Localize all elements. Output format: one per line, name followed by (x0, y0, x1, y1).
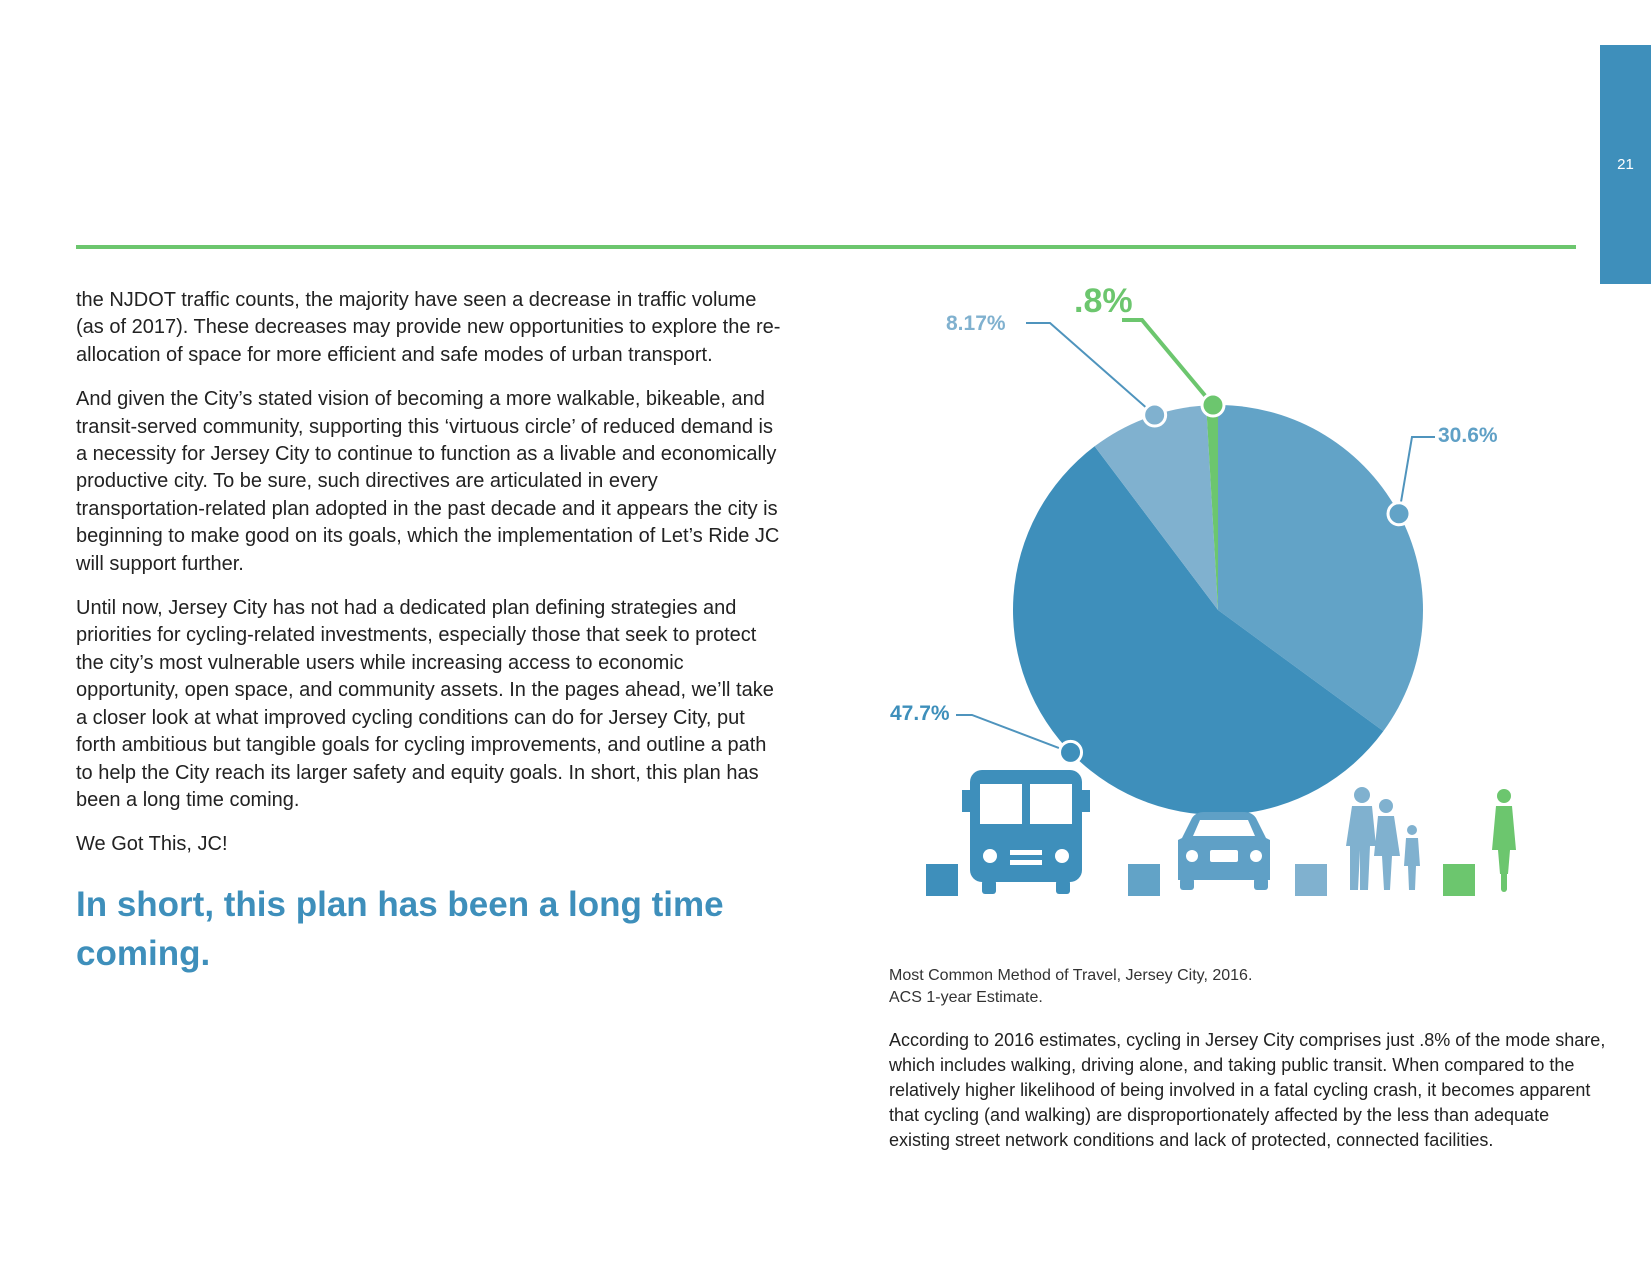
legend-swatch (926, 864, 958, 896)
caption-line: Most Common Method of Travel, Jersey Cit… (889, 967, 1253, 984)
leader-marker (1200, 392, 1226, 418)
pie-slice (1094, 405, 1218, 610)
leader-line (956, 714, 1071, 754)
paragraph: Until now, Jersey City has not had a ded… (76, 597, 774, 811)
page-tab (1600, 45, 1651, 284)
slice-label: 8.17% (946, 312, 1006, 335)
leader-marker (1386, 501, 1412, 527)
caption-line: ACS 1-year Estimate. (889, 989, 1043, 1006)
slice-label: 47.7% (890, 702, 950, 725)
bus-icon (962, 770, 1090, 894)
chart-note: According to 2016 estimates, cycling in … (889, 1030, 1606, 1150)
legend-swatch (1128, 864, 1160, 896)
pie-slice (1012, 446, 1384, 815)
cyclist-icon (1492, 789, 1516, 892)
leader-line (1026, 322, 1156, 416)
leader-marker (1142, 402, 1168, 428)
legend-swatch (1295, 864, 1327, 896)
pedestrians-icon (1346, 787, 1420, 890)
paragraph: We Got This, JC! (76, 833, 228, 856)
body-text: the NJDOT traffic counts, the majority h… (76, 287, 786, 876)
car-icon (1178, 812, 1270, 890)
paragraph: the NJDOT traffic counts, the majority h… (76, 289, 781, 366)
pie-chart (926, 318, 1516, 896)
legend-swatch (1443, 864, 1475, 896)
section-divider (76, 245, 1576, 249)
pull-quote: In short, this plan has been a long time… (76, 885, 724, 973)
chart-caption: Most Common Method of Travel, Jersey Cit… (889, 965, 1589, 1009)
paragraph: And given the City’s stated vision of be… (76, 388, 780, 575)
mode-share-chart: 30.6% 47.7% 8.17% .8% (860, 282, 1580, 940)
page-number: 21 (1617, 156, 1634, 173)
leader-marker (1058, 739, 1084, 765)
leader-line (1122, 318, 1215, 407)
pie-slice (1206, 405, 1218, 610)
pie-slice (1218, 405, 1423, 732)
leader-line (1398, 436, 1435, 514)
slice-label: .8% (1074, 282, 1133, 320)
slice-label: 30.6% (1438, 424, 1498, 447)
